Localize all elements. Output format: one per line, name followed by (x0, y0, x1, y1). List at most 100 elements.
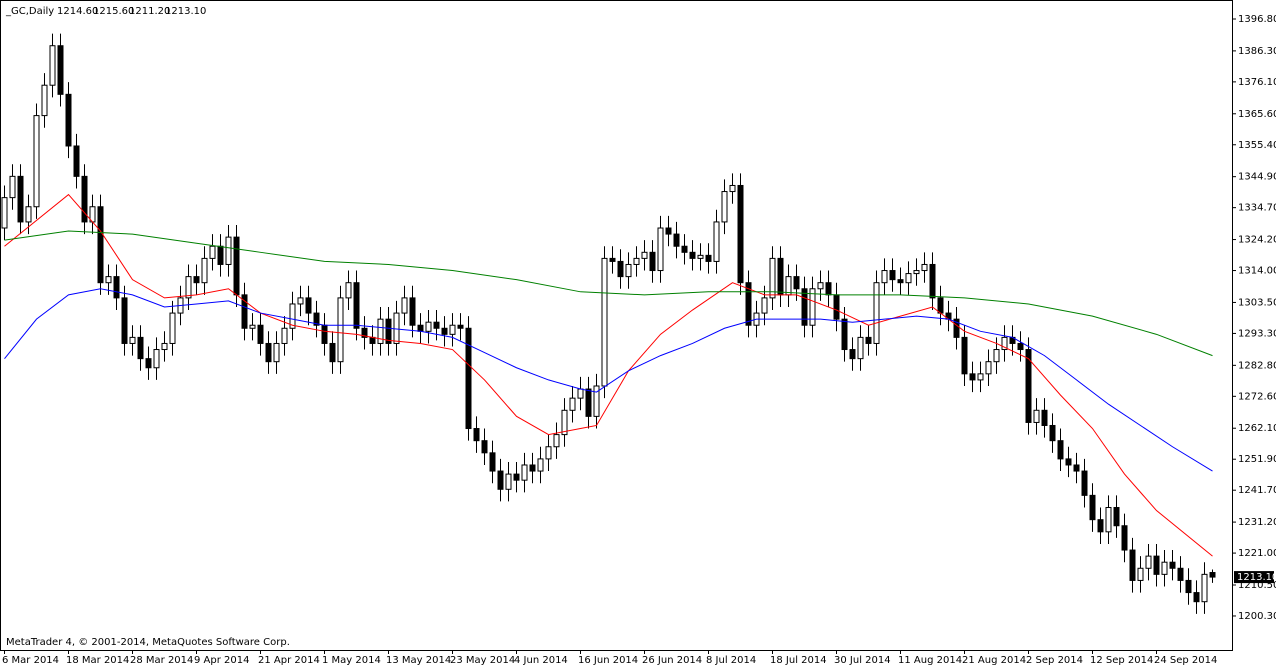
x-tick-label: 2 Sep 2014 (1026, 655, 1083, 666)
candle-body (1081, 470, 1088, 496)
candle-body (657, 227, 664, 272)
candle-body (521, 464, 528, 481)
y-tick-label: 1355.40 (1238, 140, 1276, 151)
candle-body (913, 270, 920, 275)
y-tick-label: 1241.70 (1238, 485, 1276, 496)
candle-body (57, 45, 64, 95)
candle-body (1001, 336, 1008, 351)
candle-body (553, 434, 560, 448)
candle-body (465, 327, 472, 430)
candle-body (489, 452, 496, 472)
header-low: 1211.20 (129, 6, 170, 17)
candle-body (401, 297, 408, 314)
candle-body (1153, 555, 1160, 575)
candle-body (361, 327, 368, 338)
candle-body (969, 373, 976, 381)
candle-body (273, 342, 280, 363)
candle-body (497, 470, 504, 490)
candle-body (745, 282, 752, 326)
candle-body (225, 236, 232, 265)
header-close: 1213.10 (165, 6, 206, 17)
y-tick-label: 1282.80 (1238, 360, 1276, 371)
candle-body (289, 303, 296, 329)
candle-body (961, 336, 968, 375)
candle-body (17, 175, 24, 223)
candle-body (337, 297, 344, 363)
candle-body (241, 294, 248, 329)
y-tick-label: 1231.20 (1238, 517, 1276, 528)
candle-body (441, 327, 448, 335)
candle-body (81, 175, 88, 223)
x-tick-label: 28 Mar 2014 (130, 655, 193, 666)
candle-body (601, 257, 608, 387)
candle-body (1017, 342, 1024, 351)
moving-average (4, 288, 1213, 472)
candle-body (233, 236, 240, 296)
candle-body (625, 263, 632, 278)
candle-body (513, 473, 520, 481)
candle-body (1105, 507, 1112, 533)
candle-body (697, 254, 704, 259)
candle-body (1057, 440, 1064, 460)
candle-body (689, 251, 696, 259)
candle-body (313, 312, 320, 326)
candle-body (305, 297, 312, 314)
moving-average (4, 193, 1213, 557)
x-tick-label: 9 Apr 2014 (194, 655, 249, 666)
candle-body (449, 324, 456, 335)
candle-body (833, 294, 840, 320)
y-tick-label: 1386.30 (1238, 46, 1276, 57)
candle-body (1065, 458, 1072, 466)
candle-body (73, 145, 80, 177)
candle-body (737, 184, 744, 284)
candle-body (1073, 464, 1080, 472)
candle-body (249, 324, 256, 329)
x-tick-label: 21 Apr 2014 (258, 655, 320, 666)
candle-body (985, 361, 992, 375)
candle-body (777, 257, 784, 296)
candle-body (1161, 561, 1168, 575)
candle-body (9, 175, 16, 199)
candle-body (41, 84, 48, 117)
candle-body (865, 336, 872, 344)
candle-body (473, 428, 480, 442)
y-tick-label: 1210.50 (1238, 580, 1276, 591)
candle-body (1025, 349, 1032, 423)
candle-body (801, 288, 808, 326)
x-tick-label: 12 Sep 2014 (1090, 655, 1153, 666)
candle-body (169, 312, 176, 344)
candle-body (209, 245, 216, 259)
candle-body (409, 297, 416, 326)
candle-body (33, 115, 40, 208)
candle-body (873, 282, 880, 344)
x-tick-label: 18 Mar 2014 (66, 655, 129, 666)
y-tick-label: 1334.70 (1238, 203, 1276, 214)
candle-body (505, 473, 512, 490)
candle-body (1033, 409, 1040, 423)
candle-body (905, 273, 912, 284)
candle-body (977, 373, 984, 381)
y-tick-label: 1314.00 (1238, 266, 1276, 277)
candle-body (857, 336, 864, 360)
candle-body (921, 263, 928, 272)
candle-body (105, 276, 112, 284)
x-tick-label: 26 Jun 2014 (642, 655, 702, 666)
y-tick-label: 1376.10 (1238, 77, 1276, 88)
y-tick-label: 1221.00 (1238, 548, 1276, 559)
candle-body (353, 282, 360, 329)
candle-body (881, 270, 888, 284)
candle-body (825, 282, 832, 296)
candle-body (457, 324, 464, 329)
header-open: 1214.60 (57, 6, 98, 17)
x-tick-label: 11 Aug 2014 (898, 655, 962, 666)
candle-body (193, 276, 200, 284)
candle-body (1121, 525, 1128, 551)
x-tick-label: 16 Jun 2014 (578, 655, 638, 666)
candle-body (609, 257, 616, 262)
candle-body (1041, 409, 1048, 426)
candle-body (281, 327, 288, 344)
y-tick-label: 1324.20 (1238, 235, 1276, 246)
candle-body (849, 349, 856, 360)
candle-body (385, 318, 392, 344)
